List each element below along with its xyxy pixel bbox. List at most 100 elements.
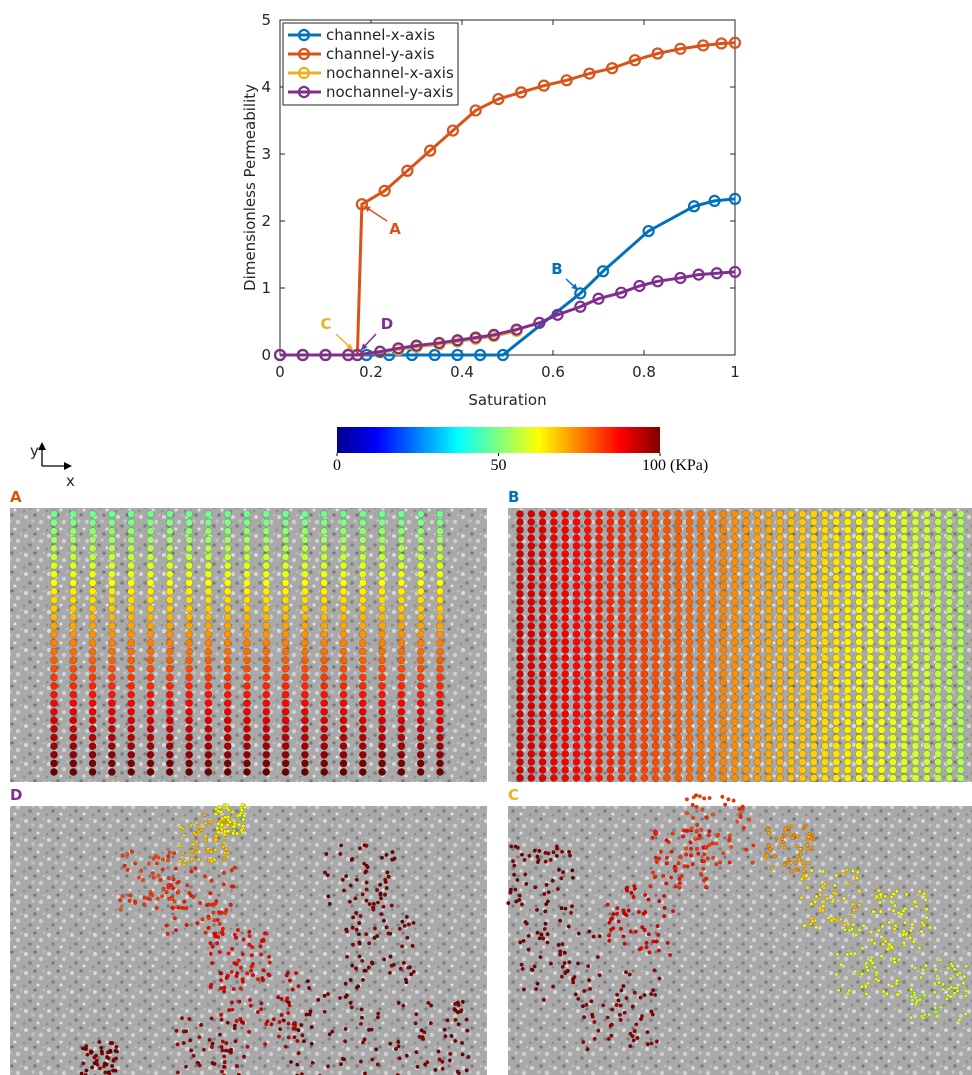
fluid-particle <box>923 542 930 549</box>
fluid-particle <box>686 865 690 869</box>
fluid-particle <box>534 987 538 991</box>
fluid-particle <box>709 662 716 669</box>
fluid-particle <box>235 963 239 967</box>
panel-image <box>508 806 972 1075</box>
fluid-particle <box>573 710 580 717</box>
fluid-particle <box>663 566 670 573</box>
fluid-particle <box>833 542 840 549</box>
fluid-particle <box>301 622 308 629</box>
fluid-particle <box>536 982 540 986</box>
fluid-particle <box>584 566 591 573</box>
fluid-particle <box>417 751 424 758</box>
fluid-particle <box>205 528 212 535</box>
fluid-particle <box>765 678 772 685</box>
fluid-particle <box>301 639 308 646</box>
fluid-particle <box>128 545 135 552</box>
fluid-particle <box>878 694 885 701</box>
fluid-particle <box>946 742 953 749</box>
fluid-particle <box>205 579 212 586</box>
fluid-particle <box>379 725 386 732</box>
fluid-particle <box>893 960 897 964</box>
fluid-particle <box>441 1067 445 1071</box>
fluid-particle <box>844 566 851 573</box>
fluid-particle <box>539 686 546 693</box>
fluid-particle <box>814 925 818 929</box>
fluid-particle <box>641 766 648 773</box>
fluid-particle <box>742 774 749 781</box>
fluid-particle <box>663 582 670 589</box>
fluid-particle <box>765 614 772 621</box>
fluid-particle <box>562 758 569 765</box>
fluid-particle <box>765 526 772 533</box>
fluid-particle <box>855 630 862 637</box>
fluid-particle <box>323 871 327 875</box>
fluid-particle <box>788 702 795 709</box>
fluid-particle <box>607 614 614 621</box>
fluid-particle <box>108 657 115 664</box>
fluid-particle <box>359 760 366 767</box>
fluid-particle <box>731 526 738 533</box>
fluid-particle <box>903 921 907 925</box>
fluid-particle <box>306 979 310 983</box>
fluid-particle <box>282 605 289 612</box>
fluid-particle <box>821 900 825 904</box>
fluid-particle <box>855 742 862 749</box>
fluid-particle <box>596 510 603 517</box>
fluid-particle <box>872 910 876 914</box>
fluid-particle <box>844 518 851 525</box>
fluid-particle <box>754 542 761 549</box>
fluid-particle <box>709 734 716 741</box>
fluid-particle <box>927 1013 931 1017</box>
fluid-particle <box>224 605 231 612</box>
fluid-particle <box>923 590 930 597</box>
fluid-particle <box>402 961 406 965</box>
fluid-particle <box>516 694 523 701</box>
fluid-particle <box>243 751 250 758</box>
fluid-particle <box>436 605 443 612</box>
fluid-particle <box>822 654 829 661</box>
fluid-particle <box>765 702 772 709</box>
fluid-particle <box>754 510 761 517</box>
fluid-particle <box>686 686 693 693</box>
fluid-particle <box>456 1070 460 1074</box>
fluid-particle <box>417 519 424 526</box>
fluid-particle <box>562 614 569 621</box>
fluid-particle <box>697 630 704 637</box>
fluid-particle <box>359 631 366 638</box>
fluid-particle <box>789 861 793 865</box>
fluid-particle <box>282 562 289 569</box>
fluid-particle <box>561 942 565 946</box>
fluid-particle <box>147 579 154 586</box>
fluid-particle <box>946 670 953 677</box>
fluid-particle <box>359 1022 363 1026</box>
fluid-particle <box>923 510 930 517</box>
fluid-particle <box>584 542 591 549</box>
fluid-particle <box>266 1020 270 1024</box>
fluid-particle <box>641 630 648 637</box>
fluid-particle <box>697 574 704 581</box>
fluid-particle <box>680 874 684 878</box>
fluid-particle <box>810 630 817 637</box>
fluid-particle <box>697 558 704 565</box>
fluid-particle <box>889 718 896 725</box>
fluid-particle <box>618 742 625 749</box>
fluid-particle <box>810 646 817 653</box>
fluid-particle <box>618 670 625 677</box>
fluid-particle <box>224 743 231 750</box>
fluid-particle <box>877 889 881 893</box>
fluid-particle <box>657 857 661 861</box>
fluid-particle <box>704 885 708 889</box>
fluid-particle <box>584 742 591 749</box>
fluid-particle <box>946 558 953 565</box>
fluid-particle <box>893 904 897 908</box>
fluid-particle <box>166 639 173 646</box>
fluid-particle <box>340 571 347 578</box>
fluid-particle <box>70 674 77 681</box>
fluid-particle <box>776 718 783 725</box>
fluid-particle <box>528 670 535 677</box>
fluid-particle <box>810 606 817 613</box>
fluid-particle <box>844 662 851 669</box>
fluid-particle <box>878 646 885 653</box>
fluid-particle <box>263 528 270 535</box>
fluid-particle <box>562 694 569 701</box>
